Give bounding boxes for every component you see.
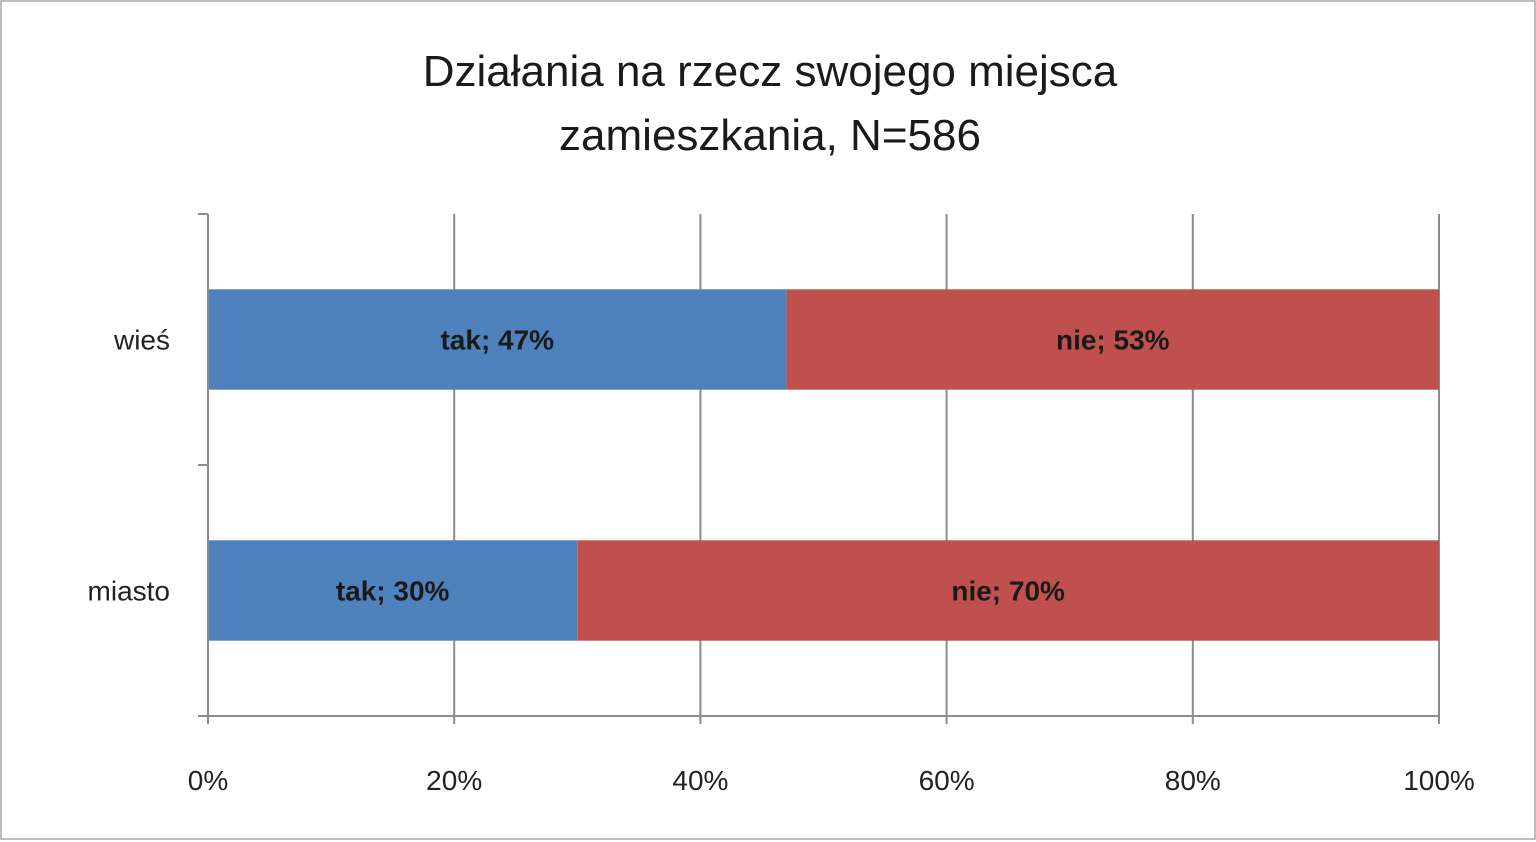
- data-label: tak; 30%: [336, 576, 450, 607]
- category-label: wieś: [113, 325, 170, 356]
- data-label: nie; 53%: [1056, 325, 1170, 356]
- bar-nie-wieś: [786, 289, 1439, 390]
- x-tick-label: 80%: [1165, 765, 1221, 796]
- chart-title-line-2: zamieszkania, N=586: [559, 111, 981, 160]
- x-tick-label: 0%: [188, 765, 228, 796]
- x-tick-label: 40%: [672, 765, 728, 796]
- labels: 0% 20% 40% 60% 80% 100% tak; 47% nie; 53% wieś ta…: [88, 325, 1475, 797]
- axes: [198, 213, 1440, 724]
- chart-title-line-1: Działania na rzecz swojego miejsca: [423, 47, 1118, 96]
- bar-nie-miasto: [577, 540, 1439, 641]
- x-tick-label: 60%: [919, 765, 975, 796]
- bar-tak-miasto: [208, 540, 578, 641]
- category-label: miasto: [88, 576, 170, 607]
- bars: [208, 289, 1439, 641]
- x-tick-label: 100%: [1403, 765, 1475, 796]
- data-label: nie; 70%: [951, 576, 1065, 607]
- bar-tak-wieś: [208, 289, 787, 390]
- x-tick-label: 20%: [426, 765, 482, 796]
- data-label: tak; 47%: [440, 325, 554, 356]
- chart-title: Działania na rzecz swojego miejsca zamie…: [423, 47, 1118, 160]
